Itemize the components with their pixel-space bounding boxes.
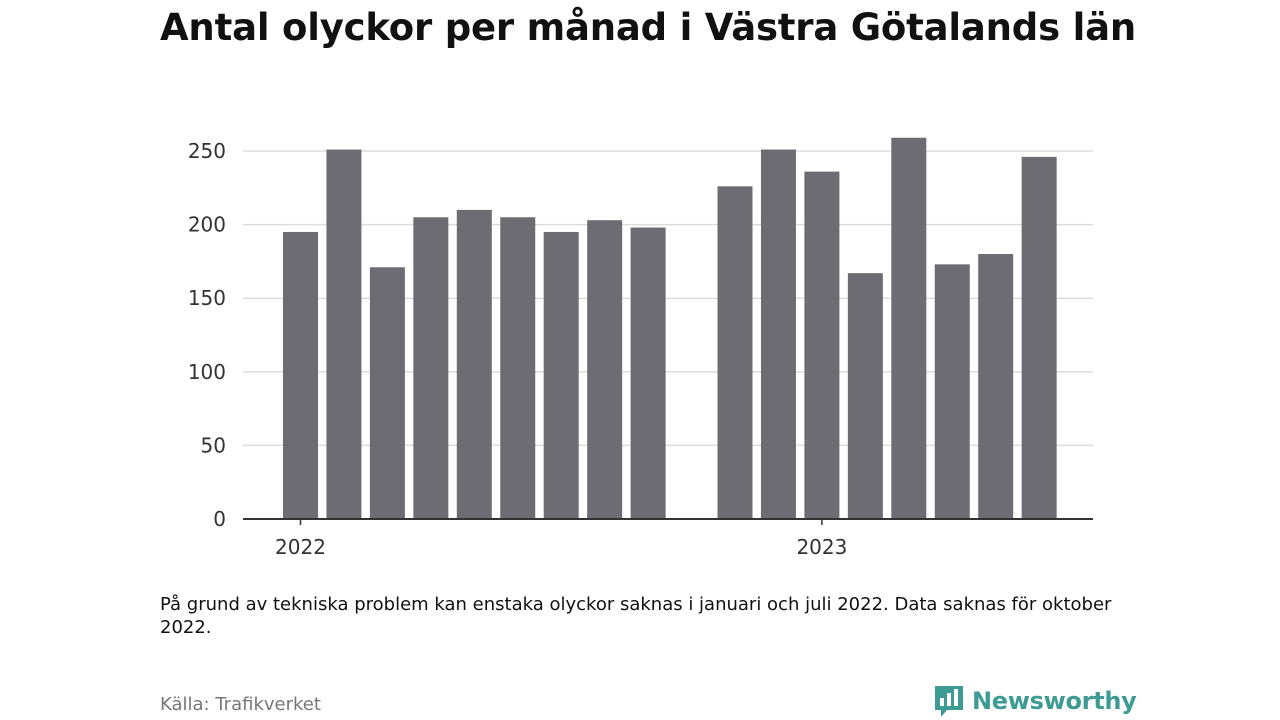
bar — [760, 149, 796, 519]
bar — [500, 217, 536, 520]
y-axis-labels: 0 50 100 150 200 250 — [188, 139, 226, 531]
bar — [934, 264, 970, 519]
bar — [283, 231, 318, 519]
y-tick-label: 50 — [201, 433, 226, 457]
bar — [630, 227, 666, 519]
newsworthy-logo-icon — [935, 686, 963, 717]
x-axis: 2022 2023 — [243, 518, 1093, 559]
bar — [369, 267, 405, 519]
x-tick-label: 2023 — [796, 535, 847, 559]
bar — [847, 273, 883, 519]
chart-title: Antal olyckor per månad i Västra Götalan… — [160, 6, 1136, 49]
bar — [413, 217, 449, 520]
bar — [1021, 156, 1057, 519]
bar — [543, 231, 579, 519]
brand-name: Newsworthy — [972, 687, 1137, 715]
footnote: På grund av tekniska problem kan enstaka… — [160, 594, 1112, 638]
x-tick-label: 2022 — [275, 535, 326, 559]
bar-chart: 0 50 100 150 200 250 2022 2023 — [188, 137, 1093, 559]
y-tick-label: 100 — [188, 360, 226, 384]
y-tick-label: 200 — [188, 213, 226, 237]
bar — [891, 137, 927, 519]
y-tick-label: 0 — [213, 507, 226, 531]
newsworthy-logo: Newsworthy — [933, 684, 1137, 718]
bar — [978, 254, 1014, 520]
bar — [717, 186, 753, 519]
bar — [804, 171, 840, 519]
y-tick-label: 250 — [188, 139, 226, 163]
bar — [326, 149, 362, 519]
bar — [456, 209, 492, 519]
y-tick-label: 150 — [188, 286, 226, 310]
source-credit: Källa: Trafikverket — [160, 694, 321, 715]
bars — [283, 137, 1057, 520]
bar — [587, 220, 623, 519]
